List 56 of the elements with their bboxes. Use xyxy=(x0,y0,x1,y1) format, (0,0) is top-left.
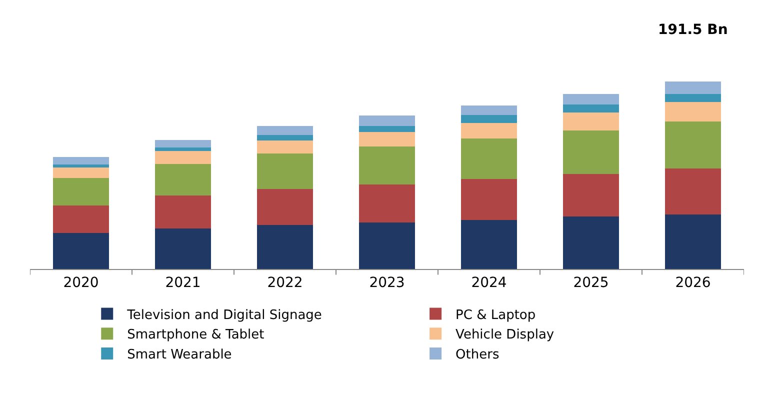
bar xyxy=(256,140,314,154)
legend-label: Smartphone & Tablet xyxy=(127,328,264,343)
x-tick-label: 2021 xyxy=(165,274,201,291)
bar xyxy=(358,126,416,132)
bar xyxy=(154,150,212,164)
bar xyxy=(52,232,110,269)
bar xyxy=(562,112,620,130)
bar xyxy=(154,164,212,196)
bar xyxy=(664,94,722,102)
bar xyxy=(358,184,416,222)
bar xyxy=(154,196,212,228)
bar xyxy=(460,220,518,269)
text: 191.5 Bn xyxy=(658,22,728,38)
bar xyxy=(52,205,110,233)
bar xyxy=(562,130,620,174)
bar xyxy=(256,154,314,190)
bar xyxy=(562,94,620,105)
bar xyxy=(460,178,518,220)
bar xyxy=(154,140,212,148)
legend-label: Others xyxy=(456,348,500,363)
bar xyxy=(358,116,416,126)
x-tick-label: 2024 xyxy=(471,274,507,291)
bar xyxy=(52,157,110,165)
bar xyxy=(358,146,416,185)
bar xyxy=(154,228,212,269)
x-tick-label: 2026 xyxy=(675,274,711,291)
bar xyxy=(358,222,416,269)
legend-label: Vehicle Display xyxy=(456,328,554,343)
bar xyxy=(256,135,314,140)
bar xyxy=(460,115,518,123)
legend-label: PC & Laptop xyxy=(456,308,536,323)
bar xyxy=(52,178,110,206)
bar xyxy=(562,216,620,269)
bar xyxy=(154,148,212,151)
legend-label: Television and Digital Signage xyxy=(126,308,322,323)
bar xyxy=(460,138,518,179)
bar xyxy=(562,174,620,217)
bar xyxy=(664,168,722,215)
bar xyxy=(460,106,518,116)
x-tick-label: 2020 xyxy=(63,274,99,291)
bar xyxy=(52,164,110,168)
bar xyxy=(562,104,620,112)
legend-label: Smart Wearable xyxy=(127,348,232,363)
bar xyxy=(664,214,722,269)
bar xyxy=(664,81,722,94)
x-tick-label: 2022 xyxy=(267,274,303,291)
x-tick-label: 2023 xyxy=(369,274,405,291)
x-tick-label: 2025 xyxy=(573,274,609,291)
bar xyxy=(256,126,314,136)
bar xyxy=(664,122,722,168)
bar xyxy=(52,167,110,178)
bar xyxy=(358,132,416,147)
bar xyxy=(664,102,722,122)
bar xyxy=(256,224,314,269)
bar xyxy=(256,189,314,225)
bar xyxy=(460,122,518,139)
